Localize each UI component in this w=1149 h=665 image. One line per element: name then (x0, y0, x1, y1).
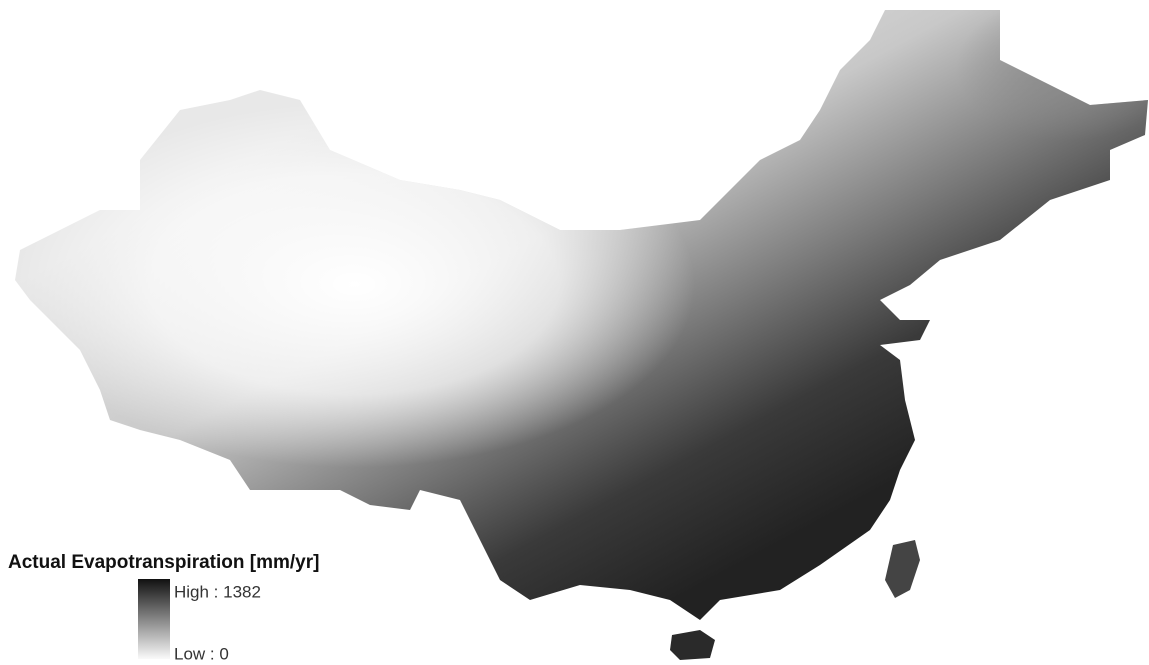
legend: Actual Evapotranspiration [mm/yr] High :… (8, 552, 319, 663)
legend-title: Actual Evapotranspiration [mm/yr] (8, 552, 319, 573)
page: Actual Evapotranspiration [mm/yr] High :… (0, 0, 1149, 665)
legend-low: Low : 0 (174, 644, 229, 663)
legend-ramp (138, 579, 170, 659)
legend-high: High : 1382 (174, 582, 261, 601)
map: Actual Evapotranspiration [mm/yr] High :… (0, 0, 1149, 665)
